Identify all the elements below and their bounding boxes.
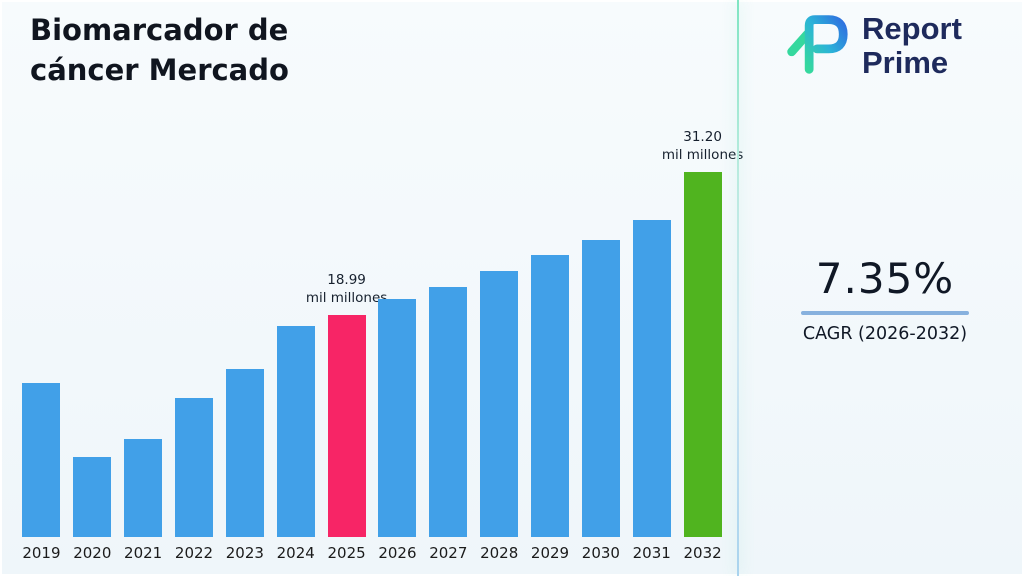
- x-axis-label-2022: 2022: [174, 544, 214, 562]
- page-title-line1: Biomarcador de: [30, 13, 289, 47]
- x-axis-label-2028: 2028: [480, 544, 519, 562]
- bar-2030: [581, 240, 620, 537]
- bar-chart: 2019 2020 2021 2022 2023 2024 18.99 mil millone…: [16, 129, 744, 562]
- bar-2021: [124, 439, 163, 537]
- x-axis-label-2020: 2020: [73, 544, 112, 562]
- bar-column-2031: 2031: [626, 220, 677, 562]
- x-axis-label-2025: 2025: [327, 544, 366, 562]
- bar-2026: [378, 299, 417, 537]
- x-axis-label-2031: 2031: [632, 544, 671, 562]
- bar-annotation-2025: 18.99 mil millones: [305, 271, 388, 306]
- bar-2031: [632, 220, 671, 537]
- bar-column-2021: 2021: [118, 439, 169, 562]
- vertical-divider: [737, 0, 739, 576]
- x-axis-label-2029: 2029: [530, 544, 570, 562]
- x-axis-label-2021: 2021: [124, 544, 163, 562]
- x-axis-label-2023: 2023: [225, 544, 264, 562]
- page-title-line2: cáncer Mercado: [30, 53, 289, 88]
- bar-2029: [531, 255, 570, 537]
- bar-column-2025: 18.99 mil millones 2025: [306, 272, 388, 562]
- bar-column-2019: 2019: [16, 383, 67, 562]
- bar-2022: [175, 398, 213, 537]
- bar-column-2026: 2026: [372, 299, 423, 562]
- bar-column-2030: 2030: [575, 240, 626, 562]
- bar-column-2022: 2022: [169, 398, 220, 562]
- report-prime-logo-icon: [778, 12, 852, 80]
- logo-text-line2: Prime: [862, 45, 949, 81]
- cagr-underline: [801, 311, 969, 315]
- bar-column-2028: 2028: [474, 271, 525, 562]
- bar-2020: [73, 457, 112, 537]
- x-axis-label-2032: 2032: [683, 544, 722, 562]
- bar-column-2027: 2027: [423, 287, 474, 562]
- bar-annotation-2032: 31.20 mil millones: [661, 128, 744, 163]
- bar-2019: [22, 383, 61, 537]
- cagr-label: CAGR (2026-2032): [802, 324, 968, 344]
- bar-2028: [480, 271, 519, 537]
- cagr-stat: 7.35% CAGR (2026-2032): [768, 254, 1002, 344]
- bar-column-2024: 2024: [270, 326, 321, 562]
- bar-column-2032: 31.20 mil millones 2032: [662, 129, 744, 562]
- bar-column-2023: 2023: [219, 369, 270, 562]
- cagr-value: 7.35%: [815, 254, 955, 303]
- bar-2027: [429, 287, 468, 537]
- x-axis-label-2030: 2030: [581, 544, 620, 562]
- report-prime-logo: Report Prime: [778, 11, 962, 81]
- bar-column-2029: 2029: [525, 255, 576, 562]
- logo-text-line1: Report: [862, 11, 962, 46]
- bar-2032: [683, 172, 722, 537]
- report-prime-logo-text: Report Prime: [862, 11, 962, 81]
- x-axis-label-2019: 2019: [22, 544, 61, 562]
- x-axis-label-2026: 2026: [378, 544, 417, 562]
- bar-2025: [327, 315, 366, 537]
- bar-column-2020: 2020: [67, 457, 118, 562]
- bar-2024: [276, 326, 315, 537]
- x-axis-label-2027: 2027: [429, 544, 468, 562]
- bar-2023: [225, 369, 264, 537]
- page-title: Biomarcador de cáncer Mercado: [30, 10, 289, 90]
- x-axis-label-2024: 2024: [276, 544, 315, 562]
